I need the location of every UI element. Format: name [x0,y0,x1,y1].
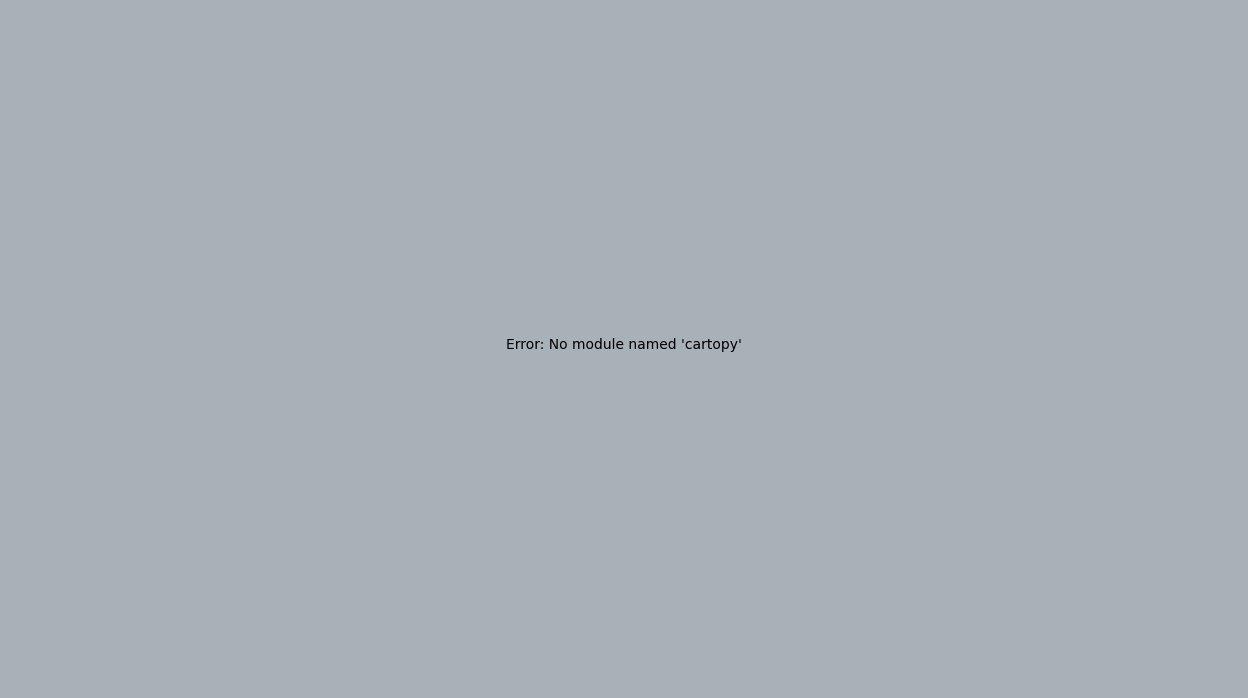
Text: Error: No module named 'cartopy': Error: No module named 'cartopy' [505,338,743,352]
